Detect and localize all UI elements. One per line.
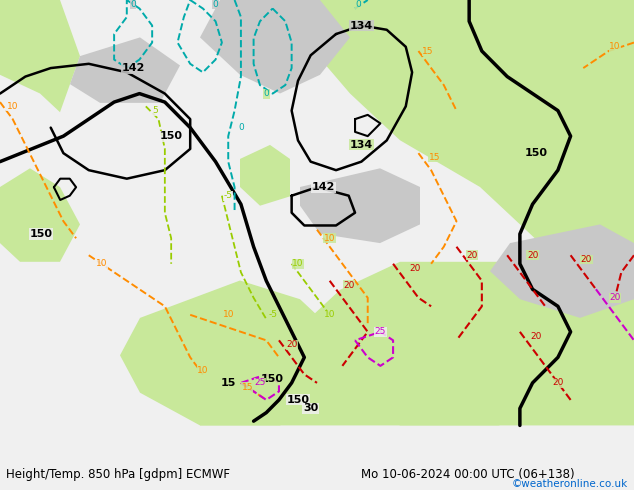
Text: 142: 142: [312, 182, 335, 192]
Text: 10: 10: [292, 259, 304, 268]
Text: 20: 20: [552, 378, 564, 388]
Text: 15: 15: [429, 153, 440, 162]
Text: ©weatheronline.co.uk: ©weatheronline.co.uk: [512, 479, 628, 489]
Text: 20: 20: [530, 332, 541, 341]
Text: Mo 10-06-2024 00:00 UTC (06+138): Mo 10-06-2024 00:00 UTC (06+138): [361, 468, 575, 481]
PathPatch shape: [300, 168, 420, 243]
Text: 10: 10: [609, 42, 621, 51]
Text: 20: 20: [410, 264, 421, 272]
Text: 150: 150: [160, 131, 183, 141]
Text: 0: 0: [212, 0, 219, 9]
PathPatch shape: [310, 262, 634, 425]
Text: 25: 25: [254, 378, 266, 388]
Text: -5: -5: [268, 310, 277, 319]
Text: 134: 134: [350, 21, 373, 30]
Text: 15: 15: [221, 378, 236, 388]
Text: 15: 15: [422, 47, 434, 55]
Text: 5: 5: [152, 106, 158, 115]
Text: -5: -5: [224, 191, 233, 200]
Text: 10: 10: [223, 310, 234, 319]
Text: 20: 20: [343, 281, 354, 290]
Text: 20: 20: [527, 251, 538, 260]
Text: 150: 150: [287, 395, 309, 405]
Text: 20: 20: [581, 255, 592, 264]
PathPatch shape: [200, 0, 350, 94]
PathPatch shape: [490, 224, 634, 318]
PathPatch shape: [70, 37, 180, 103]
PathPatch shape: [200, 374, 500, 425]
PathPatch shape: [240, 145, 290, 206]
Text: 0: 0: [263, 89, 269, 98]
Text: 15: 15: [242, 383, 253, 392]
Text: 150: 150: [524, 148, 547, 158]
Text: 20: 20: [609, 294, 621, 302]
Text: 0: 0: [130, 0, 136, 9]
PathPatch shape: [120, 280, 340, 425]
PathPatch shape: [0, 168, 80, 262]
Text: 150: 150: [261, 374, 284, 384]
PathPatch shape: [310, 0, 634, 280]
Text: 150: 150: [30, 229, 53, 239]
Text: 134: 134: [350, 140, 373, 149]
Text: 10: 10: [7, 102, 18, 111]
Text: 20: 20: [286, 340, 297, 349]
Text: 0: 0: [355, 0, 361, 9]
Text: 10: 10: [197, 366, 209, 375]
Text: 10: 10: [324, 234, 335, 243]
Text: 142: 142: [122, 63, 145, 73]
Text: 0: 0: [238, 123, 244, 132]
Text: 10: 10: [324, 310, 335, 319]
PathPatch shape: [0, 0, 80, 112]
Text: 20: 20: [467, 251, 478, 260]
Text: Height/Temp. 850 hPa [gdpm] ECMWF: Height/Temp. 850 hPa [gdpm] ECMWF: [6, 468, 230, 481]
Text: 25: 25: [375, 327, 386, 336]
Text: 10: 10: [96, 259, 107, 268]
Text: 30: 30: [303, 403, 318, 414]
